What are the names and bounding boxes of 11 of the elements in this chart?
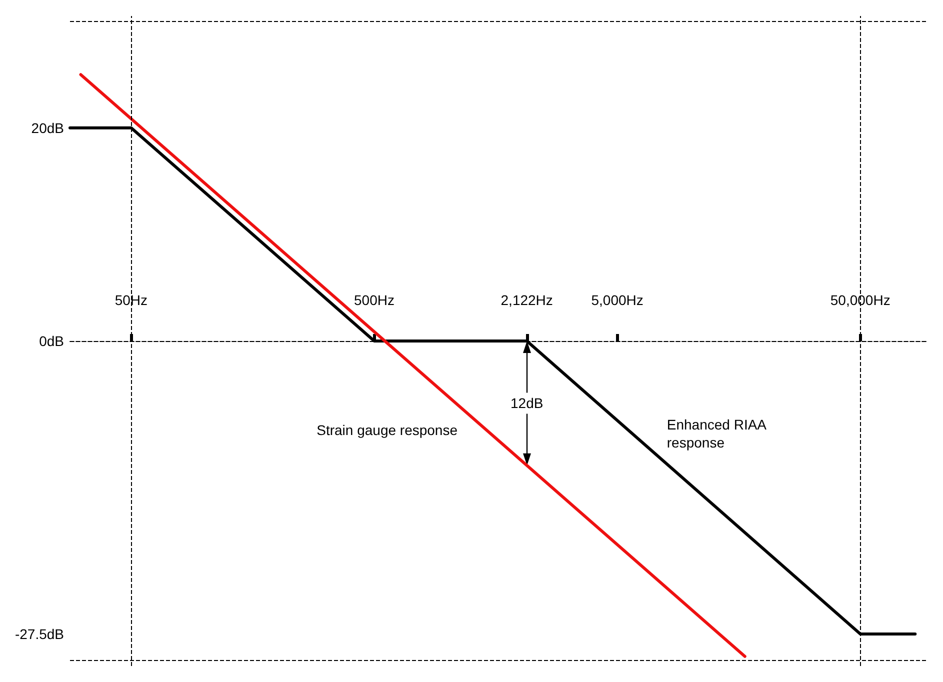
y-tick-label: 0dB — [39, 333, 64, 349]
x-tick-label: 5,000Hz — [591, 292, 644, 308]
x-tick-label: 500Hz — [354, 292, 394, 308]
x-tick-label: 50,000Hz — [830, 292, 890, 308]
x-tick-label: 2,122Hz — [500, 292, 553, 308]
y-tick-label: -27.5dB — [14, 626, 64, 642]
series-label: Enhanced RIAA response — [666, 416, 770, 450]
annotation: 12dB — [510, 395, 544, 412]
x-tick-label: 50Hz — [114, 292, 148, 308]
series-label: Strain gauge response — [316, 422, 458, 438]
y-tick-label: 20dB — [31, 120, 64, 136]
